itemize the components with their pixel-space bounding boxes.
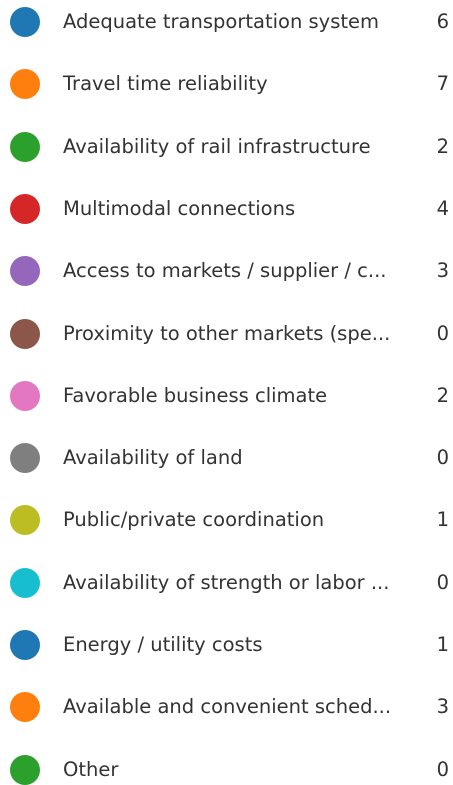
color-dot [10,256,40,287]
option-count: 2 [436,383,449,407]
option-count: 0 [436,757,449,781]
color-dot [10,7,40,37]
legend-row: Adequate transportation system 6 [0,2,453,42]
color-dot [10,505,40,536]
legend-row: Availability of rail infrastructure 2 [0,127,453,167]
legend-row: Favorable business climate 2 [0,376,453,416]
option-count: 0 [436,570,449,594]
option-count: 0 [436,446,449,470]
option-count: 7 [436,72,449,96]
option-count: 4 [436,196,449,220]
option-count: 3 [436,259,449,283]
option-label: Access to markets / supplier / c... [63,259,387,283]
legend-row: Energy / utility costs 1 [0,625,453,665]
option-count: 2 [436,134,449,158]
option-label: Availability of strength or labor ... [63,570,390,594]
option-label: Proximity to other markets (spe... [63,321,391,345]
legend-row: Availability of land 0 [0,438,453,478]
option-count: 1 [436,508,449,532]
legend-row: Other 0 [0,750,453,785]
option-label: Availability of rail infrastructure [63,134,371,158]
option-count: 6 [436,10,449,33]
color-dot [10,443,40,474]
legend-row: Availability of strength or labor ... 0 [0,563,453,603]
option-label: Availability of land [63,446,243,470]
option-label: Favorable business climate [63,383,328,407]
color-dot [10,630,40,660]
option-label: Multimodal connections [63,196,296,220]
legend-row: Multimodal connections 4 [0,189,453,229]
color-dot [10,131,40,162]
legend-row: Proximity to other markets (spe... 0 [0,314,453,354]
color-dot [10,318,40,349]
legend-row: Public/private coordination 1 [0,500,453,540]
color-dot [10,692,40,723]
color-dot [10,567,40,598]
option-label: Other [63,757,119,781]
option-count: 3 [436,695,449,719]
option-count: 1 [436,633,449,656]
color-dot [10,193,40,224]
option-label: Public/private coordination [63,508,325,532]
option-label: Available and convenient sched... [63,695,392,719]
legend-row: Access to markets / supplier / c... 3 [0,251,453,291]
color-dot [10,69,40,100]
option-label: Adequate transportation system [63,10,379,33]
option-label: Travel time reliability [63,72,268,96]
legend-row: Travel time reliability 7 [0,64,453,104]
color-dot [10,380,40,411]
legend-row: Available and convenient sched... 3 [0,687,453,727]
option-label: Energy / utility costs [63,633,263,656]
option-count: 0 [436,321,449,345]
color-dot [10,754,40,785]
